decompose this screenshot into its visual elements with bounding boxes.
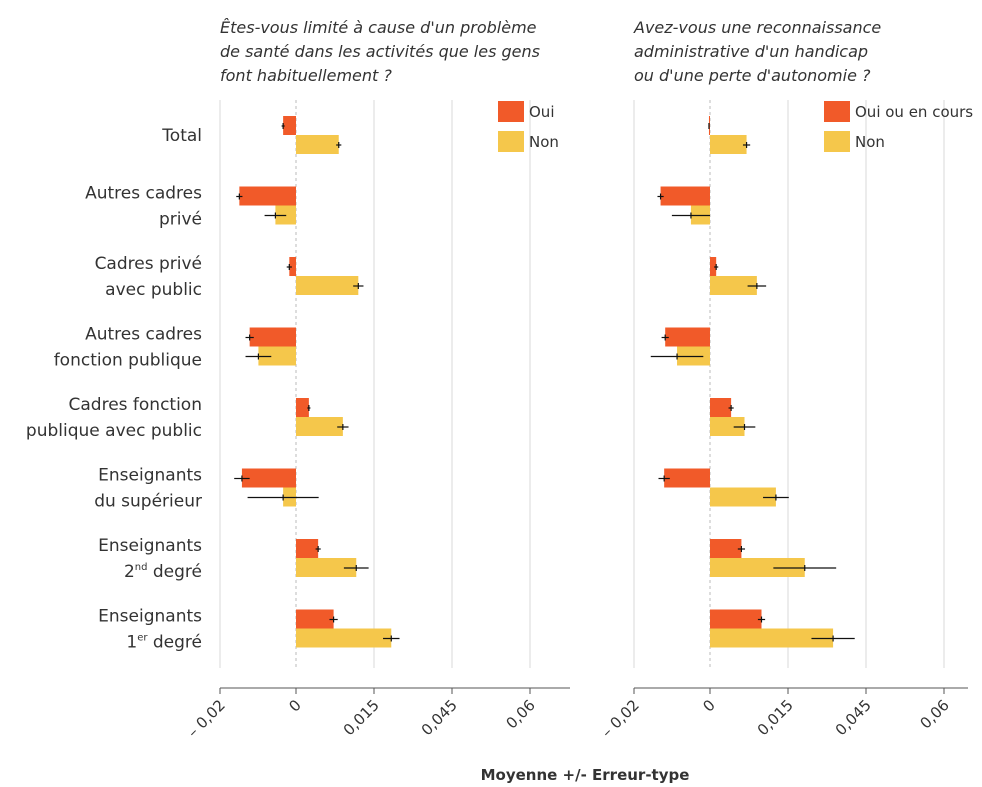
bar-non xyxy=(296,135,339,154)
bar-oui xyxy=(664,468,710,488)
category-label: privé xyxy=(159,210,202,230)
category-label: 1er degré xyxy=(126,633,202,653)
bar-oui xyxy=(710,539,742,558)
bar-oui xyxy=(289,257,296,276)
category-label: Cadres privé xyxy=(95,254,202,274)
legend-label: Oui xyxy=(529,103,554,121)
x-tick-label: 0 xyxy=(285,696,304,715)
x-tick-label: 0,06 xyxy=(502,696,538,732)
x-tick-label: 0 xyxy=(699,696,718,715)
category-label: publique avec public xyxy=(26,421,202,441)
bar-oui xyxy=(710,257,717,276)
x-tick-label: – 0,02 xyxy=(598,696,643,741)
bar-oui xyxy=(710,398,732,417)
bar-non xyxy=(710,135,747,154)
category-label: Enseignants xyxy=(98,466,202,486)
legend-swatch xyxy=(824,131,850,152)
x-axis-label: Moyenne +/- Erreur-type xyxy=(481,766,690,784)
bar-oui xyxy=(283,116,296,135)
category-label: avec public xyxy=(105,280,202,300)
chart-title-line: administrative d'un handicap xyxy=(634,42,868,61)
legend-label: Oui ou en cours xyxy=(855,103,973,121)
x-tick-label: 0,06 xyxy=(916,696,952,732)
x-tick-label: 0,045 xyxy=(418,696,461,739)
bar-non xyxy=(296,628,392,648)
bar-non xyxy=(296,417,343,436)
bar-oui xyxy=(665,327,710,347)
category-label: Autres cadres xyxy=(85,184,202,204)
bar-non xyxy=(710,558,805,577)
chart-title-line: Avez-vous une reconnaissance xyxy=(633,18,881,37)
legend-swatch xyxy=(824,101,850,122)
category-label: du supérieur xyxy=(94,492,202,512)
bar-non xyxy=(710,276,757,295)
category-label: Enseignants xyxy=(98,607,202,627)
chart-title-line: font habituellement ? xyxy=(220,66,392,85)
category-label: 2nd degré xyxy=(124,562,202,582)
bar-oui xyxy=(296,539,319,558)
category-label: fonction publique xyxy=(54,351,202,371)
x-tick-label: 0,045 xyxy=(832,696,875,739)
bar-non xyxy=(710,628,834,648)
x-tick-label: 0,015 xyxy=(340,696,383,739)
chart-title-line: Êtes-vous limité à cause d'un problème xyxy=(220,18,537,37)
bar-oui xyxy=(239,186,296,206)
chart-title-line: ou d'une perte d'autonomie ? xyxy=(634,66,871,85)
panel-2: Avez-vous une reconnaissance administrati… xyxy=(598,18,973,741)
bar-non xyxy=(710,487,776,507)
bar-oui xyxy=(296,609,334,629)
bar-oui xyxy=(710,609,762,629)
bar-non xyxy=(258,346,296,366)
x-tick-label: 0,015 xyxy=(754,696,797,739)
category-label: Autres cadres xyxy=(85,325,202,345)
bar-non xyxy=(296,558,357,577)
legend-swatch xyxy=(498,131,524,152)
legend-label: Non xyxy=(855,133,885,151)
bar-oui xyxy=(296,398,309,417)
category-label: Enseignants xyxy=(98,536,202,556)
x-tick-label: – 0,02 xyxy=(184,696,229,741)
panel-1: Êtes-vous limité à cause d'un problème de… xyxy=(184,18,570,741)
bar-non xyxy=(710,417,745,436)
category-label: Cadres fonction xyxy=(69,395,203,415)
legend-label: Non xyxy=(529,133,559,151)
bar-oui xyxy=(249,327,296,347)
legend-swatch xyxy=(498,101,524,122)
bar-oui xyxy=(241,468,296,488)
chart-title-line: de santé dans les activités que les gens xyxy=(220,42,540,61)
category-label: Total xyxy=(161,126,202,146)
bar-non xyxy=(296,276,359,295)
bar-oui xyxy=(660,186,710,206)
